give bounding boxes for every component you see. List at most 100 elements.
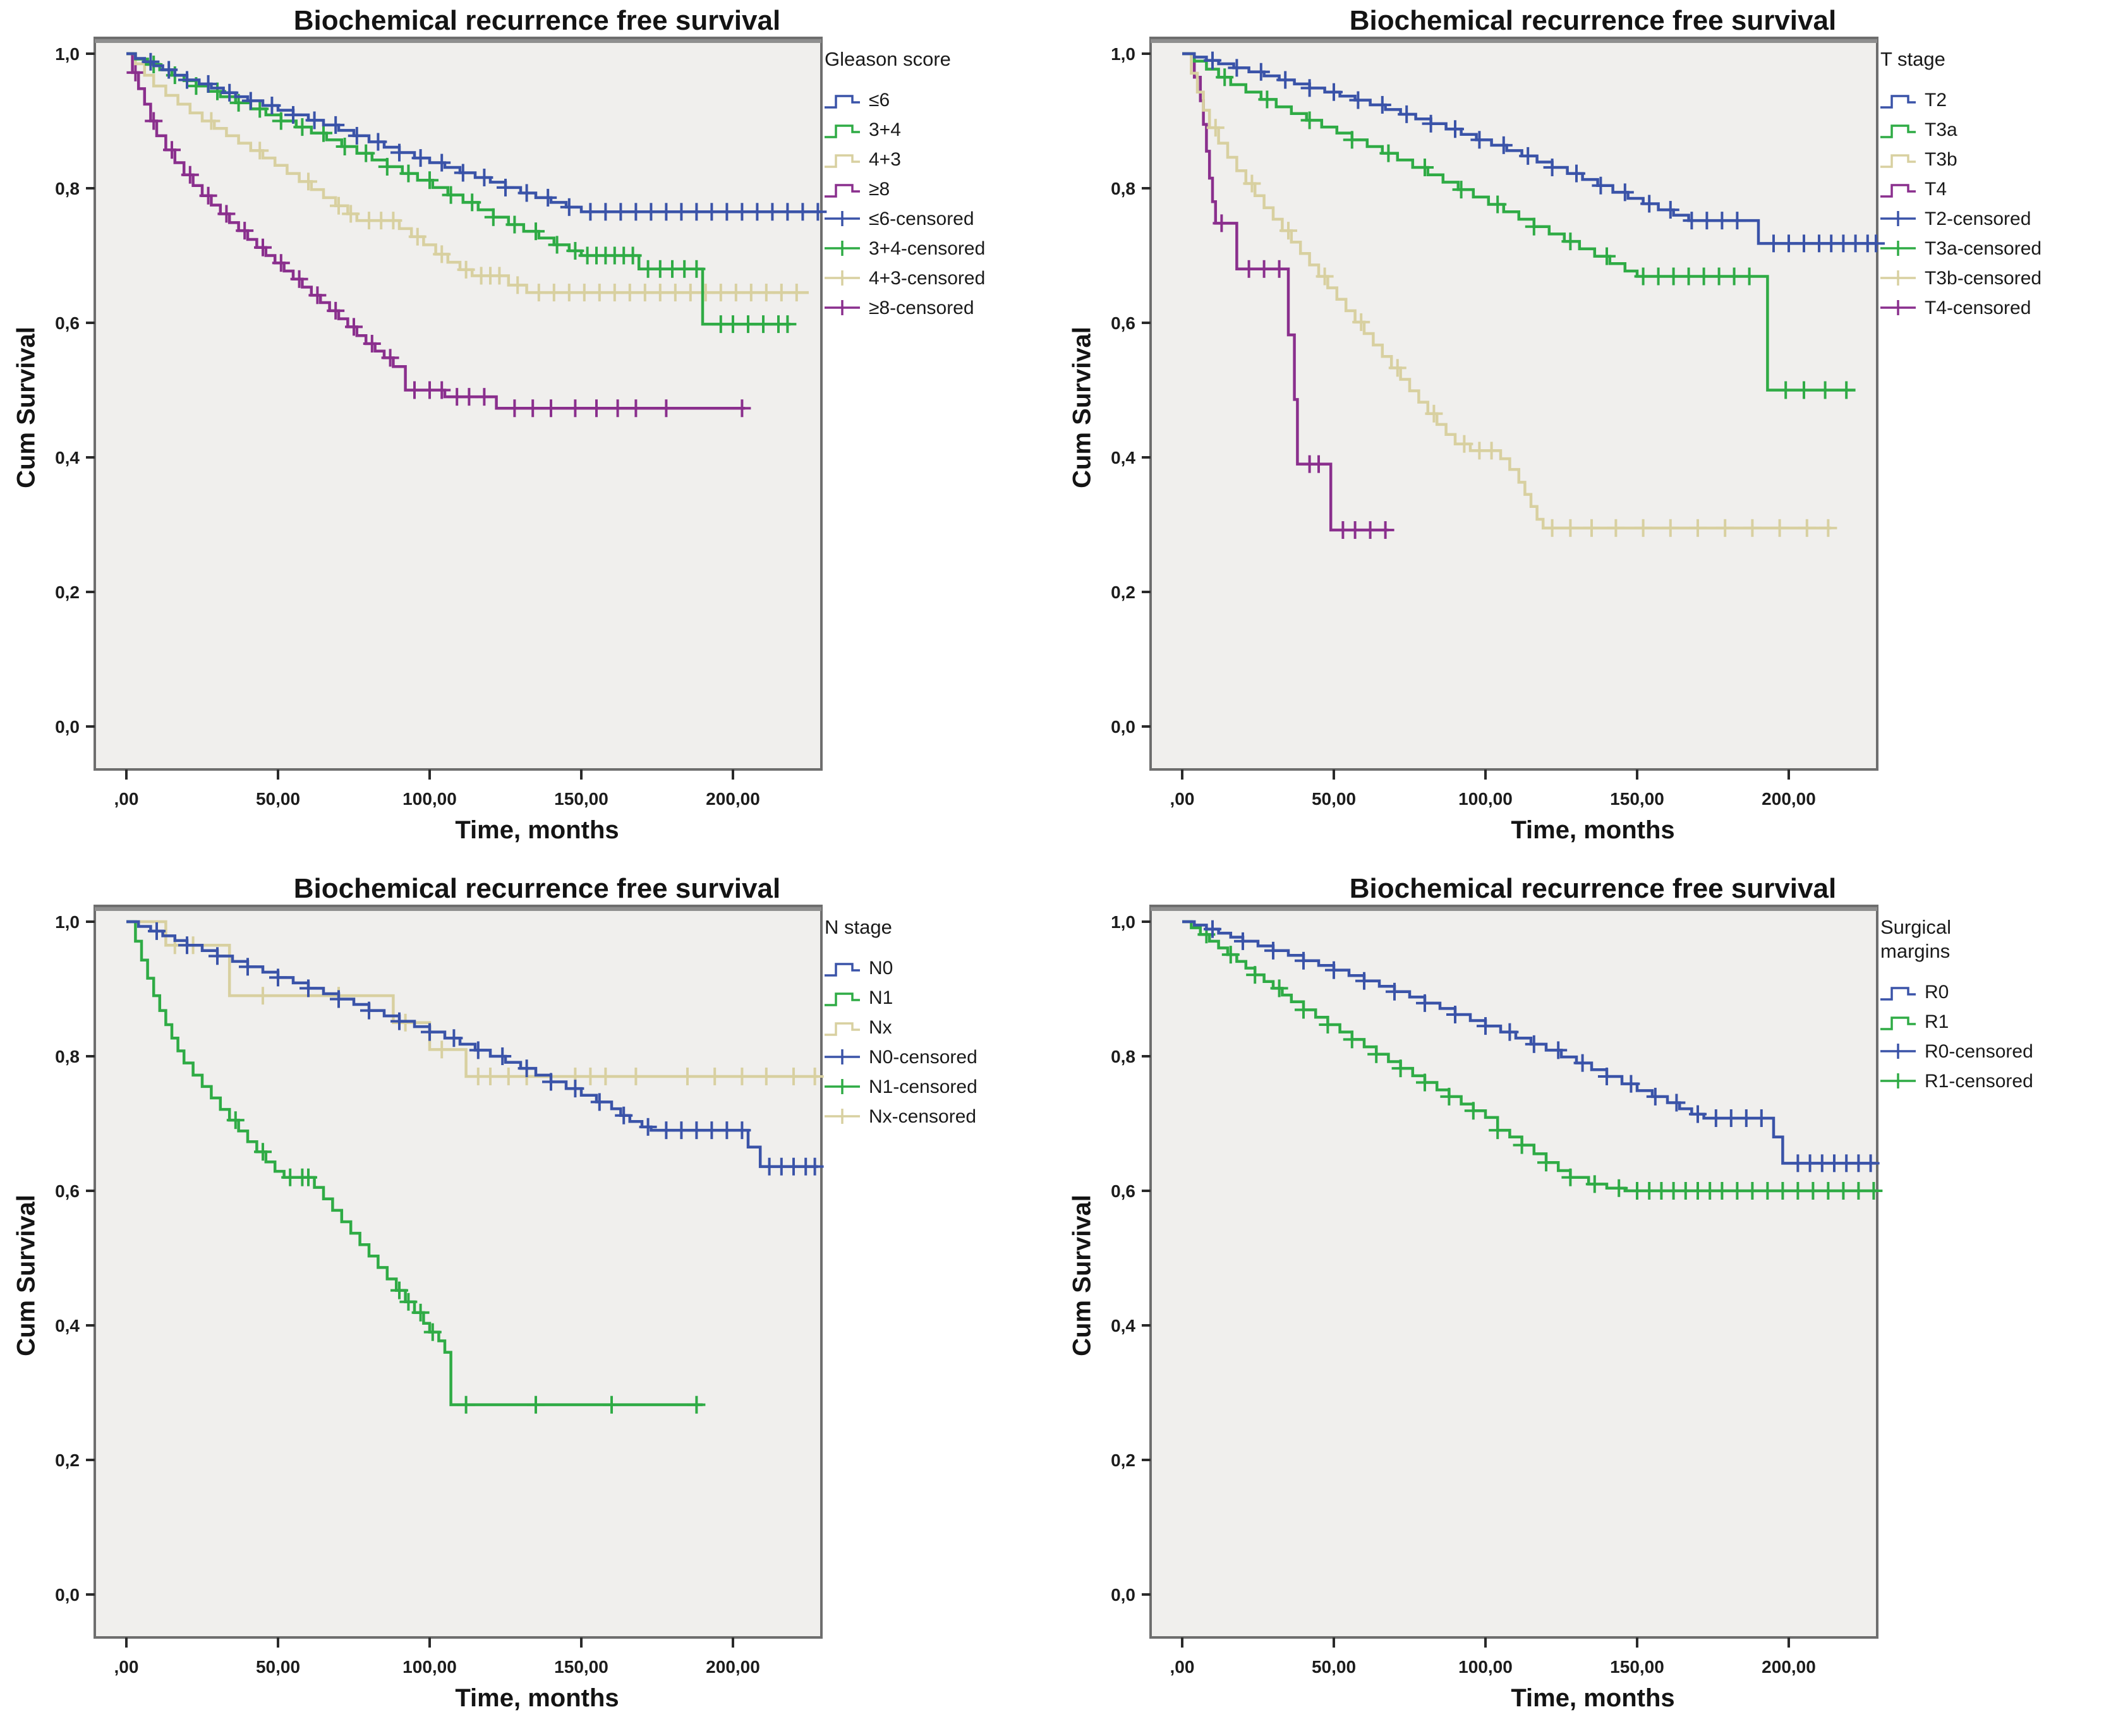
legend-item-t3a: T3a bbox=[1880, 119, 1957, 140]
y-tick-label: 0,4 bbox=[1111, 448, 1135, 467]
y-tick-label: 1,0 bbox=[55, 44, 80, 64]
y-tick-label: 0,0 bbox=[1111, 1585, 1135, 1605]
legend-item-t3a-censored: T3a-censored bbox=[1880, 238, 2041, 259]
legend-item-r0: R0 bbox=[1880, 982, 1949, 1003]
y-tick-label: 1,0 bbox=[55, 912, 80, 932]
km-panel-surgical-margins: Biochemical recurrence free survival Cum… bbox=[1056, 868, 2111, 1736]
legend-step-swatch bbox=[1880, 987, 1916, 1001]
x-tick-label: 200,00 bbox=[1762, 1657, 1816, 1677]
legend-item-label: T3b bbox=[1925, 149, 1957, 170]
km-plot-svg: 0,0 0,2 0,4 0,6 0,8 1,0 ,00 50,00 100,00 150,00 20… bbox=[1111, 37, 2041, 809]
legend-item-4-3-censored: 4+3-censored bbox=[825, 268, 985, 289]
x-tick-label: 50,00 bbox=[1312, 1657, 1356, 1677]
legend-item--8-censored: ≥8-censored bbox=[825, 298, 974, 318]
legend-item-label: R0 bbox=[1925, 982, 1949, 1003]
x-axis-title: Time, months bbox=[455, 816, 619, 844]
legend-item--6-censored: ≤6-censored bbox=[825, 208, 974, 229]
km-curve-4-3 bbox=[126, 52, 809, 294]
y-tick-label: 0,4 bbox=[55, 448, 80, 467]
legend-item-label: T4-censored bbox=[1925, 298, 2031, 318]
censor-marks-t4 bbox=[1213, 214, 1394, 539]
legend-item-t3b-censored: T3b-censored bbox=[1880, 268, 2041, 289]
legend-item-label: N0 bbox=[869, 958, 893, 979]
x-tick-label: 50,00 bbox=[256, 1657, 300, 1677]
legend-item-label: N1 bbox=[869, 987, 893, 1008]
km-plot-svg: 0,0 0,2 0,4 0,6 0,8 1,0 ,00 50,00 100,00 150,00 20… bbox=[55, 905, 977, 1677]
y-tick-label: 0,4 bbox=[1111, 1316, 1135, 1335]
y-tick-label: 0,6 bbox=[1111, 1181, 1135, 1201]
x-tick-label: 100,00 bbox=[402, 789, 457, 809]
legend-step-swatch bbox=[825, 154, 860, 168]
censor-marks-n1 bbox=[226, 1111, 706, 1414]
km-plot-svg: 0,0 0,2 0,4 0,6 0,8 1,0 ,00 50,00 100,00 150,00 20… bbox=[1111, 905, 2033, 1677]
legend-item-3-4: 3+4 bbox=[825, 119, 901, 140]
chart-title: Biochemical recurrence free survival bbox=[1349, 873, 1837, 904]
chart-title: Biochemical recurrence free survival bbox=[1349, 5, 1837, 36]
y-tick-label: 0,6 bbox=[55, 313, 80, 333]
legend-item-label: R1 bbox=[1925, 1011, 1949, 1032]
x-tick-label: ,00 bbox=[1170, 1657, 1195, 1677]
legend-step-swatch bbox=[1880, 184, 1916, 198]
x-tick-label: 100,00 bbox=[1458, 789, 1513, 809]
legend-step-swatch bbox=[1880, 1016, 1916, 1030]
x-tick-label: 150,00 bbox=[554, 789, 608, 809]
legend-item-label: T2 bbox=[1925, 90, 1947, 111]
x-axis-title: Time, months bbox=[1511, 1684, 1675, 1712]
legend-item-n1: N1 bbox=[825, 987, 893, 1008]
legend-item-label: ≥8 bbox=[869, 179, 890, 200]
legend-item-nx: Nx bbox=[825, 1017, 892, 1038]
censor-marks-t2 bbox=[1204, 51, 1885, 253]
legend-item-label: T3a bbox=[1925, 119, 1957, 140]
legend-item-label: R1-censored bbox=[1925, 1071, 2033, 1092]
legend-step-swatch bbox=[825, 992, 860, 1006]
legend-item-label: 3+4 bbox=[869, 119, 901, 140]
legend-step-swatch bbox=[825, 95, 860, 109]
censor-marks--6 bbox=[142, 52, 827, 221]
km-curve--8 bbox=[126, 52, 746, 410]
x-tick-label: 150,00 bbox=[1610, 789, 1664, 809]
x-tick-label: ,00 bbox=[1170, 789, 1195, 809]
km-panel-t-stage: Biochemical recurrence free survival Cum… bbox=[1056, 0, 2111, 868]
x-tick-label: 200,00 bbox=[706, 1657, 760, 1677]
y-tick-label: 0,0 bbox=[55, 1585, 80, 1605]
y-tick-label: 0,0 bbox=[55, 717, 80, 737]
legend-item-label: T3a-censored bbox=[1925, 238, 2041, 259]
legend-item-label: ≤6 bbox=[869, 90, 890, 111]
legend-step-swatch bbox=[1880, 95, 1916, 109]
legend-step-swatch bbox=[825, 124, 860, 138]
legend-item-label: R0-censored bbox=[1925, 1041, 2033, 1062]
y-tick-label: 0,4 bbox=[55, 1316, 80, 1335]
legend-title: Gleason score bbox=[825, 48, 951, 70]
x-tick-label: 200,00 bbox=[1762, 789, 1816, 809]
y-tick-label: 0,0 bbox=[1111, 717, 1135, 737]
chart-title: Biochemical recurrence free survival bbox=[293, 5, 781, 36]
y-tick-label: 0,2 bbox=[55, 1450, 80, 1470]
km-panel-n-stage: Biochemical recurrence free survival Cum… bbox=[0, 868, 1056, 1736]
x-axis-title: Time, months bbox=[1511, 816, 1675, 844]
legend-item-label: Nx-censored bbox=[869, 1106, 976, 1127]
legend-item-r1-censored: R1-censored bbox=[1880, 1071, 2033, 1092]
legend-item-label: 4+3-censored bbox=[869, 268, 985, 289]
censor-marks-3-4 bbox=[145, 56, 797, 334]
censor-marks--8 bbox=[126, 63, 751, 418]
censor-marks-t3a bbox=[1216, 68, 1856, 399]
legend-item-label: 3+4-censored bbox=[869, 238, 985, 259]
censor-marks-t3b bbox=[1206, 119, 1837, 537]
legend-item-nx-censored: Nx-censored bbox=[825, 1106, 976, 1127]
legend-step-swatch bbox=[1880, 124, 1916, 138]
km-panel-gleason-score: Biochemical recurrence free survival Cum… bbox=[0, 0, 1056, 868]
km-curve-t4 bbox=[1182, 52, 1389, 532]
censor-marks-r0 bbox=[1204, 920, 1880, 1172]
legend-title: Surgical bbox=[1880, 916, 1951, 938]
km-curve-t3b bbox=[1182, 52, 1832, 530]
legend-item-label: T3b-censored bbox=[1925, 268, 2041, 289]
x-tick-label: ,00 bbox=[114, 1657, 139, 1677]
legend-item--6: ≤6 bbox=[825, 90, 890, 111]
legend-item-t3b: T3b bbox=[1880, 149, 1957, 170]
legend-item-n1-censored: N1-censored bbox=[825, 1076, 977, 1097]
x-tick-label: ,00 bbox=[114, 789, 139, 809]
legend-item-label: 4+3 bbox=[869, 149, 901, 170]
legend-item--8: ≥8 bbox=[825, 179, 890, 200]
y-tick-label: 0,8 bbox=[55, 1047, 80, 1066]
y-tick-label: 0,6 bbox=[55, 1181, 80, 1201]
